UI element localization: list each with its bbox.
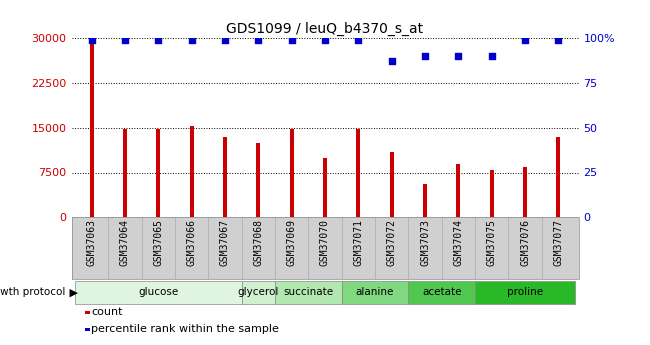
Bar [256,142,260,217]
Text: glycerol: glycerol [238,287,279,297]
Text: GSM37069: GSM37069 [287,219,296,266]
Bar [390,151,394,217]
Bar [342,281,408,304]
Text: GSM37070: GSM37070 [320,219,330,266]
Text: GSM37067: GSM37067 [220,219,230,266]
Point [287,37,297,42]
Text: GSM37064: GSM37064 [120,219,130,266]
Text: GSM37072: GSM37072 [387,219,396,266]
Text: ▶: ▶ [66,287,77,297]
Bar [408,281,475,304]
Point [553,37,564,42]
Bar [556,137,560,217]
Point [253,37,263,42]
Text: GSM37075: GSM37075 [487,219,497,266]
Bar [242,281,275,304]
Text: GSM37068: GSM37068 [254,219,263,266]
Bar [475,281,575,304]
Bar [290,129,294,217]
Text: GSM37071: GSM37071 [354,219,363,266]
Text: GSM37065: GSM37065 [153,219,163,266]
Text: succinate: succinate [283,287,333,297]
Point [187,37,197,42]
Bar [523,167,527,217]
Point [86,37,97,42]
Point [220,37,230,42]
Text: GSM37076: GSM37076 [520,219,530,266]
Title: GDS1099 / leuQ_b4370_s_at: GDS1099 / leuQ_b4370_s_at [226,21,424,36]
Text: GSM37077: GSM37077 [554,219,564,266]
Point [153,37,163,42]
Bar [156,129,160,217]
Text: acetate: acetate [422,287,462,297]
Bar [456,164,460,217]
Point [453,53,463,59]
Bar [190,127,194,217]
Point [420,53,430,59]
Text: glucose: glucose [138,287,178,297]
Point [320,37,330,42]
Bar [75,281,242,304]
Bar [356,129,360,217]
Bar [223,137,227,217]
Text: GSM37074: GSM37074 [454,219,463,266]
Text: count: count [91,307,122,317]
Text: proline: proline [507,287,543,297]
Bar [490,169,494,217]
Text: GSM37066: GSM37066 [187,219,196,266]
Bar [90,41,94,217]
Text: percentile rank within the sample: percentile rank within the sample [91,325,279,334]
Text: GSM37063: GSM37063 [86,219,96,266]
Bar [323,158,327,217]
Point [387,59,397,64]
Bar [123,129,127,217]
Bar [275,281,342,304]
Point [353,37,363,42]
Bar [423,185,427,217]
Text: alanine: alanine [356,287,394,297]
Point [487,53,497,59]
Point [520,37,530,42]
Text: GSM37073: GSM37073 [420,219,430,266]
Point [120,37,130,42]
Text: growth protocol: growth protocol [0,287,65,297]
